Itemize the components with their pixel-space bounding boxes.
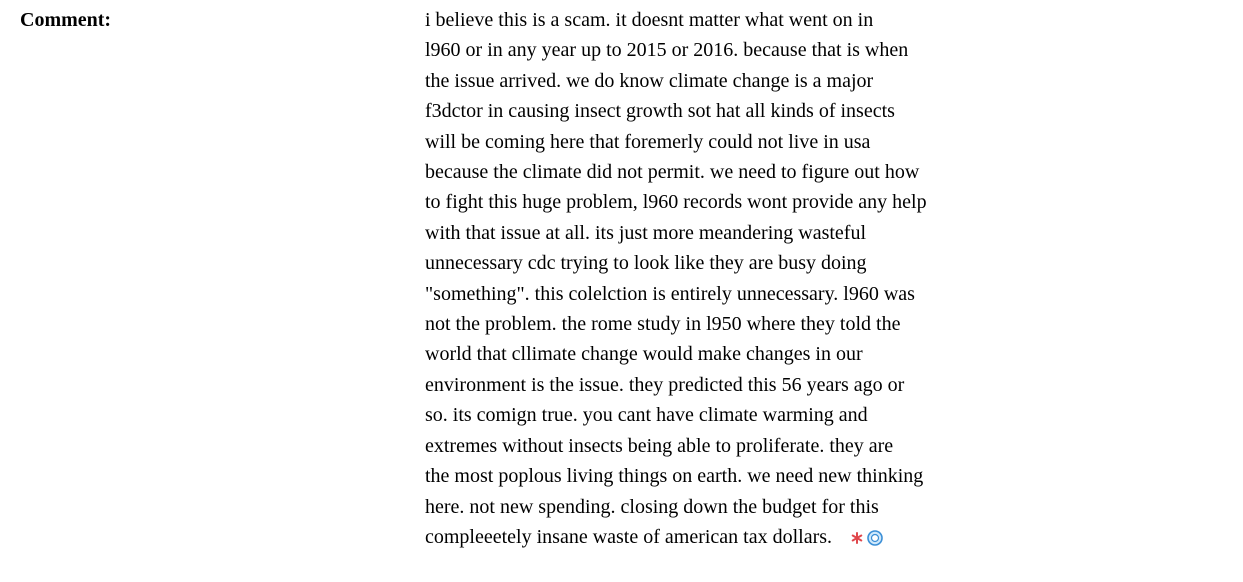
comment-line: the most poplous living things on earth.… <box>425 461 927 491</box>
comment-line-text: l960 or in any year up to 2015 or 2016. … <box>425 39 909 62</box>
comment-line-text: unnecessary cdc trying to look like they… <box>425 252 867 275</box>
comment-line: the issue arrived. we do know climate ch… <box>425 66 927 96</box>
comment-line: environment is the issue. they predicted… <box>425 370 927 400</box>
comment-label: Comment: <box>20 9 112 31</box>
comment-line-text: the most poplous living things on earth.… <box>425 465 924 488</box>
comment-line: here. not new spending. closing down the… <box>425 492 927 522</box>
comment-line-text: because the climate did not permit. we n… <box>425 161 920 184</box>
comment-line: because the climate did not permit. we n… <box>425 157 927 187</box>
comment-text: i believe this is a scam. it doesnt matt… <box>425 5 927 552</box>
comment-line: extremes without insects being able to p… <box>425 431 927 461</box>
comment-line: with that issue at all. its just more me… <box>425 218 927 248</box>
comment-line-text: "something". this colelction is entirely… <box>425 282 915 305</box>
comment-line-text: environment is the issue. they predicted… <box>425 373 905 396</box>
comment-line-text: to fight this huge problem, l960 records… <box>425 191 927 214</box>
comment-line: not the problem. the rome study in l950 … <box>425 309 927 339</box>
comment-line-text: the issue arrived. we do know climate ch… <box>425 69 874 92</box>
comment-line: will be coming here that foremerly could… <box>425 127 927 157</box>
globe-icon[interactable] <box>867 530 883 547</box>
comment-line: f3dctor in causing insect growth sot hat… <box>425 96 927 126</box>
comment-line-text: so. its comign true. you cant have clima… <box>425 404 868 427</box>
comment-line: unnecessary cdc trying to look like they… <box>425 248 927 278</box>
comment-line-text: i believe this is a scam. it doesnt matt… <box>425 9 874 31</box>
comment-line: "something". this colelction is entirely… <box>425 279 927 309</box>
comment-line: world that cllimate change would make ch… <box>425 339 927 369</box>
comment-line-text: world that cllimate change would make ch… <box>425 343 863 366</box>
comment-line-text: not the problem. the rome study in l950 … <box>425 313 901 336</box>
comment-line-text: with that issue at all. its just more me… <box>425 221 867 244</box>
required-asterisk <box>851 532 863 545</box>
icons <box>851 530 883 547</box>
comment-line: compleeetely insane waste of american ta… <box>425 522 927 552</box>
comment-line: to fight this huge problem, l960 records… <box>425 187 927 217</box>
comment-line: i believe this is a scam. it doesnt matt… <box>425 5 927 35</box>
comment-line: so. its comign true. you cant have clima… <box>425 400 927 430</box>
comment-line-text: here. not new spending. closing down the… <box>425 495 879 518</box>
comment-line-text: compleeetely insane waste of american ta… <box>425 525 833 548</box>
comment-line-text: extremes without insects being able to p… <box>425 434 894 457</box>
comment-line: l960 or in any year up to 2015 or 2016. … <box>425 35 927 65</box>
comment-line-text: f3dctor in causing insect growth sot hat… <box>425 100 895 123</box>
comment-line-text: will be coming here that foremerly could… <box>425 130 871 153</box>
